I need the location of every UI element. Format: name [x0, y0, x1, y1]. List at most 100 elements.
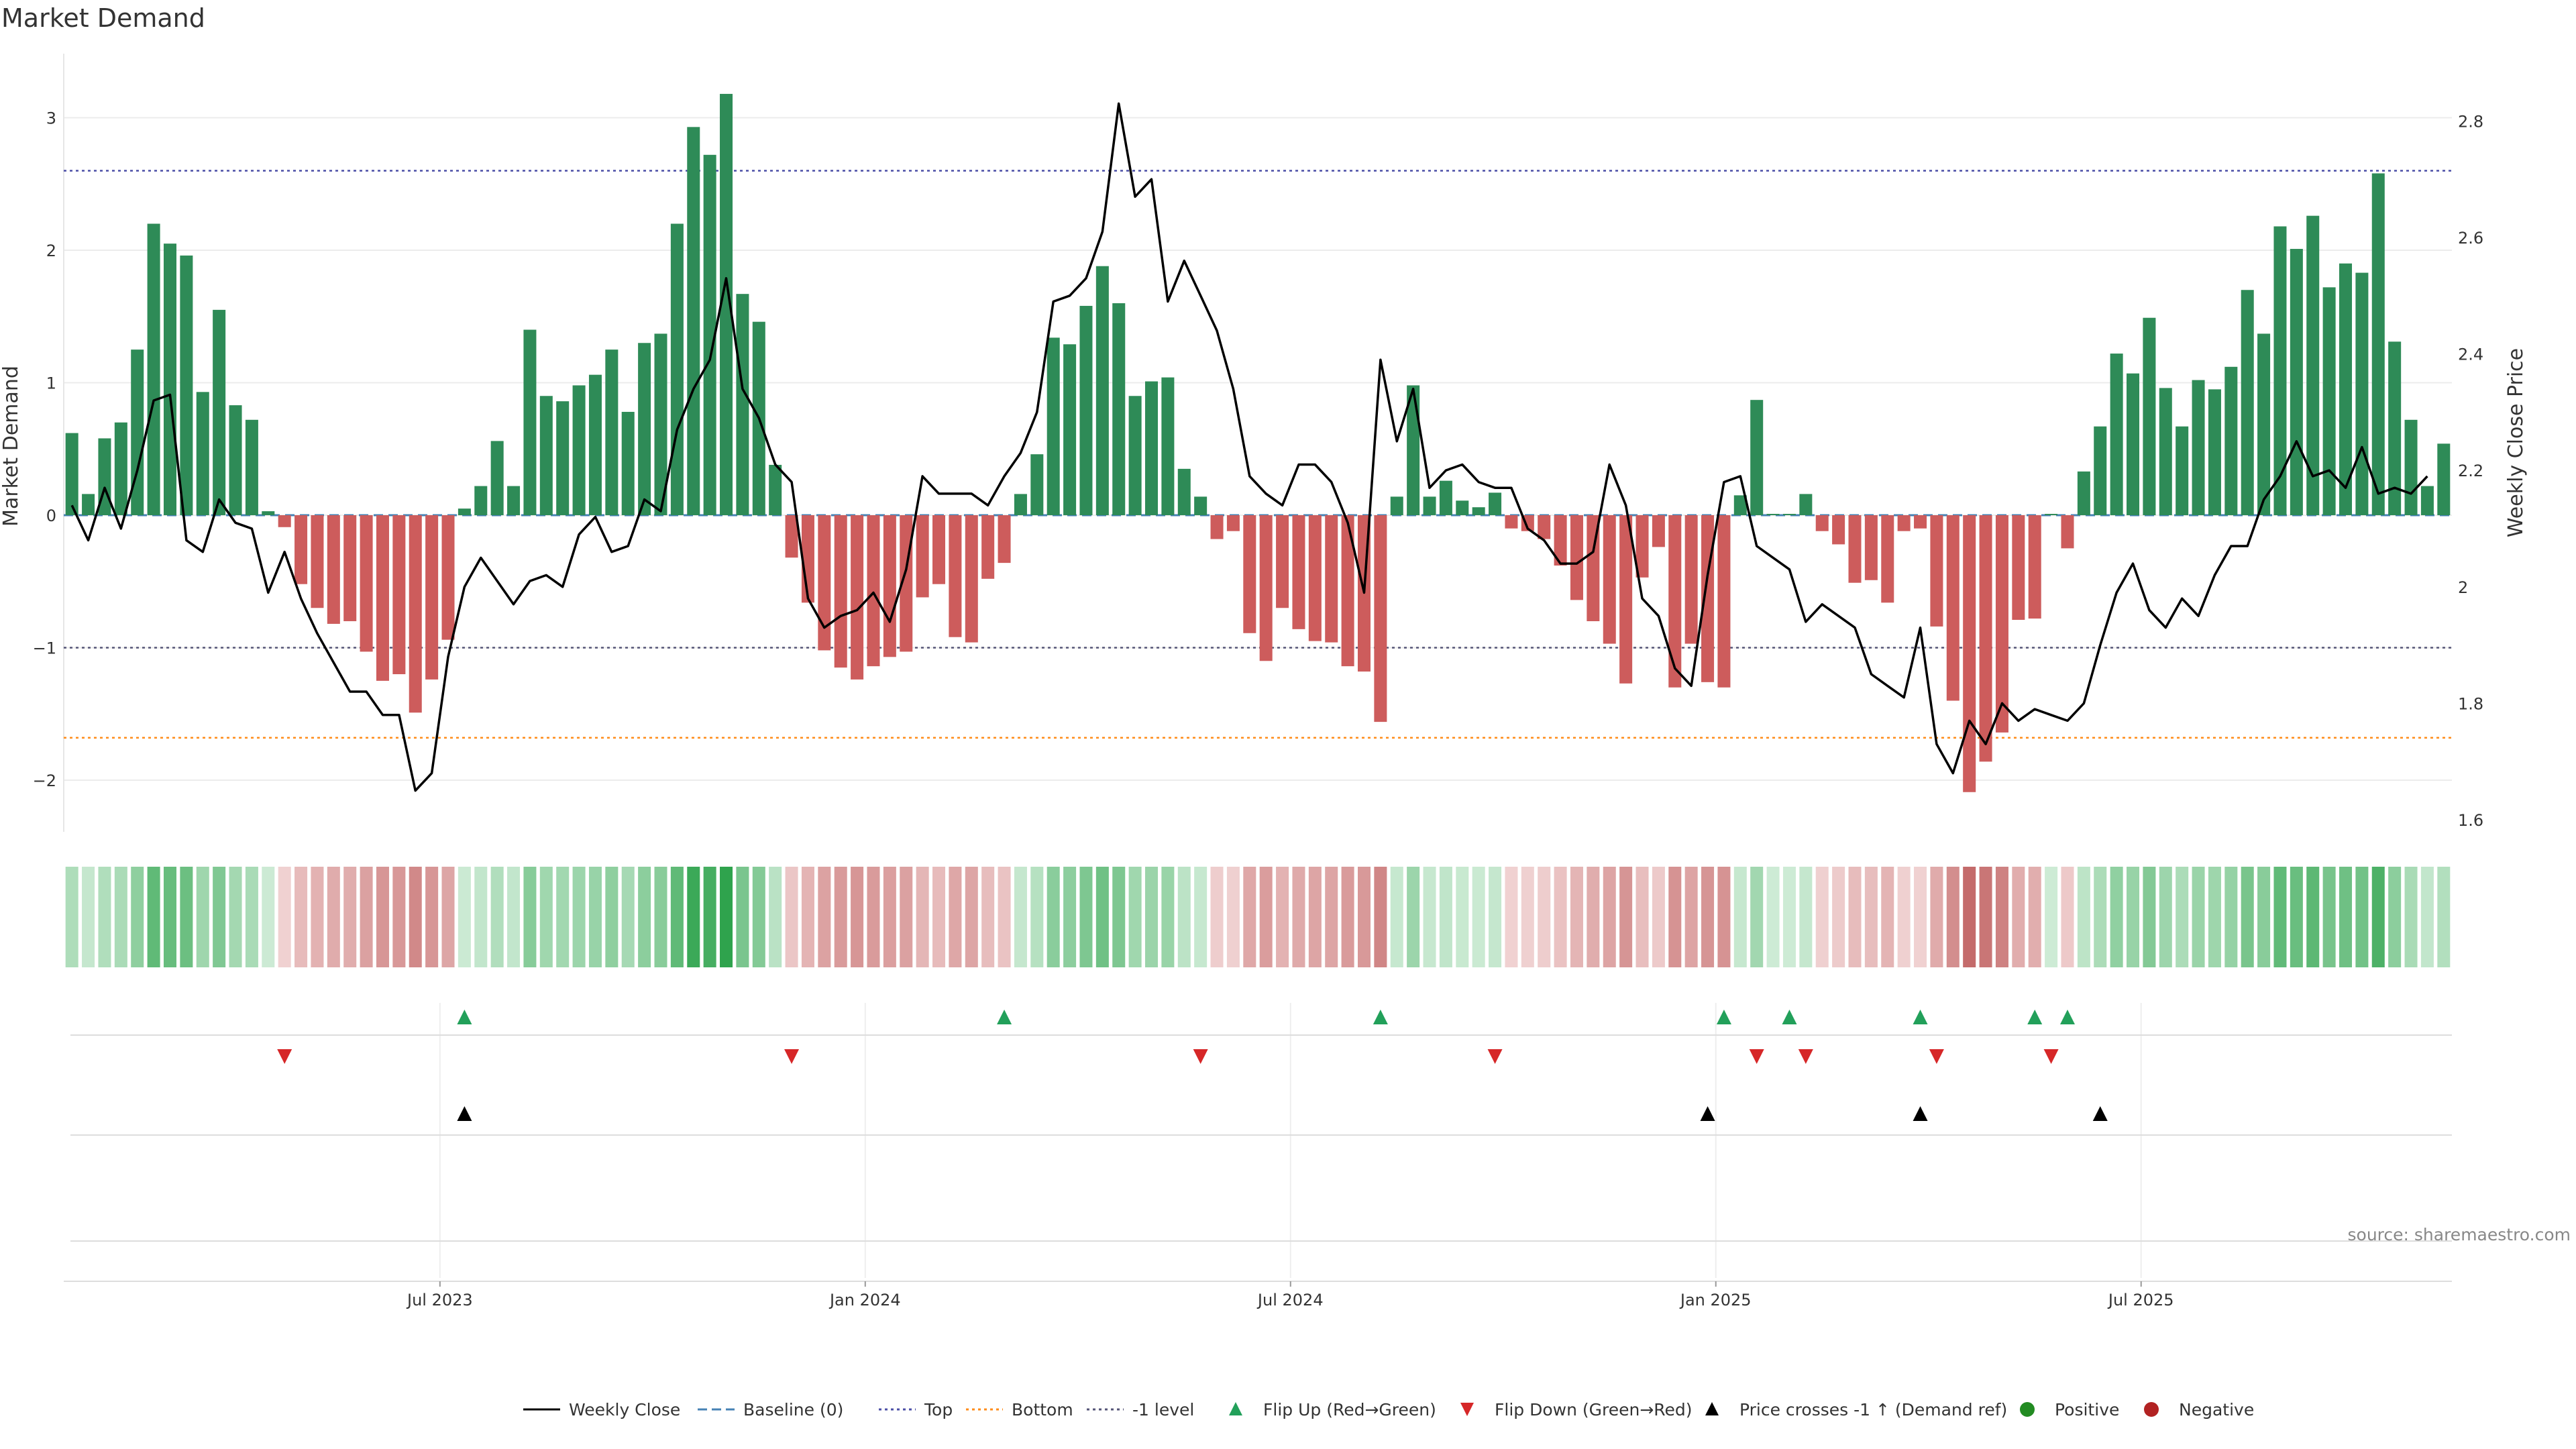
heat-cell: [2045, 867, 2058, 967]
heat-cell: [1472, 867, 1485, 967]
heat-cell: [2176, 867, 2189, 967]
flip-up-marker: [1913, 1010, 1928, 1024]
demand-bar: [65, 433, 78, 515]
demand-bar: [720, 93, 733, 515]
heat-cell: [1733, 867, 1747, 967]
heat-cell: [539, 867, 553, 967]
demand-bar: [1489, 492, 1502, 515]
price-cross-marker: [1700, 1106, 1715, 1121]
heat-cell: [2127, 867, 2140, 967]
heat-cell: [1489, 867, 1502, 967]
heat-cell: [2355, 867, 2369, 967]
heat-cell: [1864, 867, 1878, 967]
demand-bar: [1439, 480, 1452, 515]
heat-cell: [1538, 867, 1551, 967]
heat-cell: [1390, 867, 1403, 967]
y2-tick-label: 1.6: [2458, 811, 2483, 830]
demand-bar: [1750, 400, 1764, 515]
demand-bar: [1014, 494, 1027, 515]
demand-bar: [2306, 215, 2320, 515]
heat-cell: [1014, 867, 1027, 967]
demand-bar: [294, 515, 308, 584]
heat-cell: [1652, 867, 1665, 967]
demand-bar: [1308, 515, 1322, 641]
demand-bar: [1963, 515, 1976, 792]
heat-cell: [1554, 867, 1567, 967]
heat-cell: [1259, 867, 1273, 967]
demand-bar: [1063, 344, 1077, 515]
legend-item: Positive: [2020, 1400, 2119, 1419]
demand-bar: [1276, 515, 1289, 608]
legend-item: Baseline (0): [698, 1400, 843, 1419]
heat-cell: [1456, 867, 1469, 967]
heat-cell: [1619, 867, 1633, 967]
heat-cell: [1177, 867, 1191, 967]
price-line-layer: [70, 102, 2428, 792]
legend-label: Weekly Close: [569, 1400, 680, 1419]
heat-cell: [196, 867, 209, 967]
demand-bar: [1210, 515, 1224, 539]
heat-cell: [1701, 867, 1715, 967]
heat-cell: [327, 867, 340, 967]
demand-bar: [818, 515, 831, 651]
heat-cell: [572, 867, 586, 967]
heat-cell: [2224, 867, 2238, 967]
demand-bar: [1226, 515, 1240, 531]
demand-bar: [932, 515, 946, 584]
heat-cell: [867, 867, 880, 967]
heat-cell: [1914, 867, 1927, 967]
flip-up-marker: [1716, 1010, 1731, 1024]
heat-cell: [670, 867, 684, 967]
flip-down-marker: [1798, 1049, 1813, 1064]
demand-bar: [785, 515, 798, 558]
heat-cell: [1963, 867, 1976, 967]
demand-bar: [1341, 515, 1354, 667]
legend-label: Baseline (0): [743, 1400, 843, 1419]
legend-item: Price crosses -1 ↑ (Demand ref): [1705, 1400, 2007, 1419]
legend-item: Top: [879, 1400, 953, 1419]
y2-tick-label: 2.8: [2458, 112, 2483, 131]
demand-bar: [539, 396, 553, 515]
demand-bar: [425, 515, 439, 680]
heat-cell: [1930, 867, 1943, 967]
demand-bar: [262, 511, 275, 515]
heat-cell: [229, 867, 242, 967]
demand-bar: [1799, 494, 1813, 515]
heat-cell: [1095, 867, 1109, 967]
heat-cell: [654, 867, 667, 967]
demand-bar: [1668, 515, 1682, 688]
demand-bar: [1554, 515, 1567, 566]
price-cross-marker: [2092, 1106, 2108, 1121]
demand-bar: [1995, 515, 2008, 733]
heat-cell: [2257, 867, 2271, 967]
heat-cell: [65, 867, 78, 967]
event-marker-panels: [64, 1003, 2452, 1282]
heat-cell: [163, 867, 177, 967]
demand-bar: [1407, 385, 1420, 515]
heat-cell: [1750, 867, 1764, 967]
demand-bar: [441, 515, 455, 640]
demand-bar: [654, 333, 667, 515]
demand-bar: [736, 294, 749, 515]
heat-cell: [1570, 867, 1583, 967]
heat-cell: [851, 867, 864, 967]
heat-cell: [1407, 867, 1420, 967]
demand-bar: [2028, 515, 2041, 619]
demand-bar: [409, 515, 422, 713]
legend-item: Negative: [2144, 1400, 2254, 1419]
heat-cell: [883, 867, 896, 967]
flip-up-marker: [457, 1010, 472, 1024]
demand-bar: [2273, 226, 2287, 515]
demand-bar: [114, 422, 127, 515]
demand-bar: [834, 515, 847, 668]
heat-cell: [1603, 867, 1616, 967]
heat-cell: [1079, 867, 1093, 967]
heat-cell: [1112, 867, 1126, 967]
heat-cell: [2404, 867, 2418, 967]
demand-bar: [2371, 173, 2385, 515]
demand-bar: [2127, 373, 2140, 515]
heat-cell: [981, 867, 995, 967]
heat-cell: [147, 867, 160, 967]
heat-cell: [736, 867, 749, 967]
legend-swatch: [2144, 1402, 2159, 1417]
